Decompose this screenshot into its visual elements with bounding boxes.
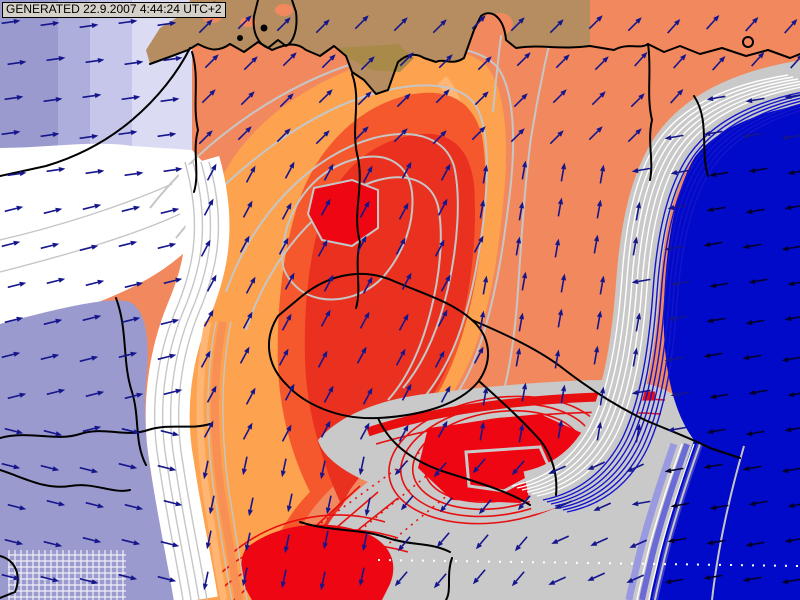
white-contour-bundle (511, 74, 800, 497)
dutch-coast (0, 47, 191, 177)
blue-contour-bundle (542, 91, 800, 513)
east-coast-border (693, 95, 709, 177)
jutland-outline (252, 0, 298, 49)
generated-timestamp-label: GENERATED 22.9.2007 4:44:24 UTC+2 (2, 2, 226, 18)
warm-core-bottom (241, 524, 394, 600)
hatch-area (8, 550, 126, 600)
wind-arrows (1, 14, 800, 591)
west-cool-sector (0, 0, 217, 600)
bohemia-border (267, 272, 490, 420)
warm-ring-system (149, 0, 561, 600)
rhine-border (115, 297, 147, 466)
